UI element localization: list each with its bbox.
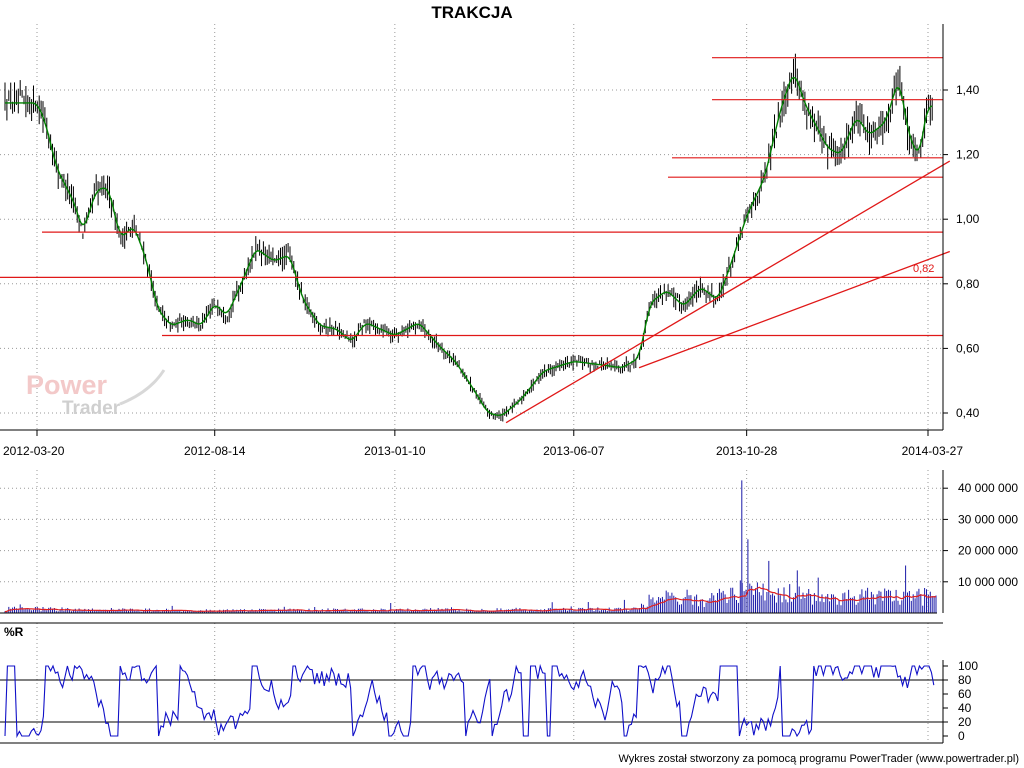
date-tick-label: 2013-01-10	[364, 444, 426, 458]
footer-credit: Wykres został stworzony za pomocą progra…	[618, 753, 1019, 765]
williams-r-tick-label: 0	[958, 729, 965, 743]
williams-r-tick-label: 20	[958, 715, 972, 729]
price-line-label: 0,82	[913, 263, 934, 275]
volume-tick-label: 40 000 000	[958, 481, 1018, 495]
price-horizontal-grid	[0, 90, 943, 413]
volume-moving-average	[5, 587, 936, 611]
volume-tick-label: 30 000 000	[958, 512, 1018, 526]
vertical-grid	[37, 24, 928, 743]
watermark-power: Power	[26, 370, 108, 400]
williams-r-tick-label: 60	[958, 687, 972, 701]
volume-horizontal-grid	[0, 488, 943, 582]
price-tick-label: 1,40	[956, 83, 980, 97]
volume-tick-label: 10 000 000	[958, 575, 1018, 589]
chart-title: TRAKCJA	[431, 3, 512, 22]
trend-lines	[506, 161, 950, 423]
price-tick-label: 0,40	[956, 406, 980, 420]
date-axis-ticks: 2012-03-20 2012-08-14 2013-01-10 2013-06-07…	[3, 430, 963, 458]
volume-panel: 10 000 000 20 000 000 30 000 000 40 000 000	[0, 470, 1018, 613]
price-tick-label: 1,00	[956, 212, 980, 226]
support-resistance-lines	[0, 58, 943, 336]
volume-tick-label: 20 000 000	[958, 544, 1018, 558]
date-tick-label: 2013-10-28	[716, 444, 778, 458]
indicator-label: %R	[4, 625, 24, 639]
price-tick-label: 0,60	[956, 341, 980, 355]
price-tick-label: 0,80	[956, 277, 980, 291]
date-tick-label: 2013-06-07	[543, 444, 605, 458]
candles	[5, 54, 932, 422]
williams-r-tick-label: 80	[958, 673, 972, 687]
volume-y-ticks: 10 000 000 20 000 000 30 000 000 40 000 000	[943, 481, 1018, 589]
date-tick-label: 2014-03-27	[902, 444, 964, 458]
williams-r-line	[5, 666, 934, 736]
volume-bars	[5, 480, 936, 613]
watermark: Power Trader	[26, 370, 164, 419]
date-tick-label: 2012-08-14	[184, 444, 246, 458]
price-tick-label: 1,20	[956, 148, 980, 162]
watermark-trader: Trader	[62, 398, 121, 419]
trend-line	[506, 161, 950, 423]
watermark-swoosh	[120, 370, 164, 404]
date-tick-label: 2012-03-20	[3, 444, 65, 458]
price-panel: TRAKCJA Power Trader 0,82 0,40 0,60 0,80 1,…	[0, 3, 980, 458]
williams-r-tick-label: 40	[958, 701, 972, 715]
williams-r-tick-label: 100	[958, 659, 978, 673]
